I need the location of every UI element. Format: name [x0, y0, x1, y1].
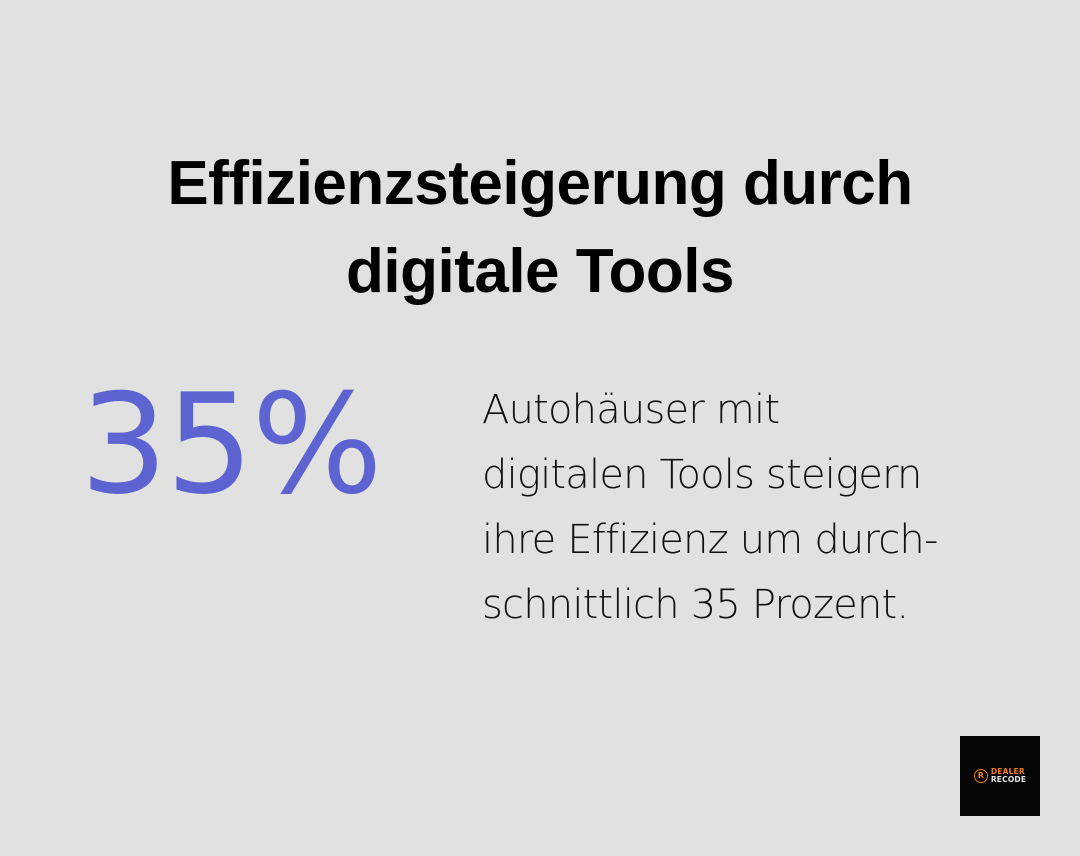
logo-content: R DEALER RECODE — [973, 766, 1027, 785]
stat-description: Autohäuser mit digitalen Tools steigern … — [482, 378, 1042, 638]
title-line-2: digitale Tools — [346, 236, 734, 306]
logo-word-recode: RECODE — [990, 775, 1027, 784]
description-line-2: digitalen Tools steigern — [482, 452, 922, 498]
logo-wordmark: DEALER RECODE — [990, 766, 1027, 785]
description-line-1: Autohäuser mit — [482, 387, 780, 433]
description-line-4: schnittlich 35 Prozent. — [482, 582, 909, 628]
page-title: Effizienzsteigerung durch digitale Tools — [0, 140, 1080, 316]
logo-r-circle-icon: R — [973, 769, 988, 783]
description-line-3: ihre Effizienz um durch- — [482, 517, 938, 563]
logo-word-dealer: DEALER — [990, 766, 1025, 776]
title-line-1: Effizienzsteigerung durch — [167, 148, 913, 218]
dealer-recode-logo: R DEALER RECODE — [960, 736, 1040, 816]
stat-value: 35% — [80, 364, 383, 525]
